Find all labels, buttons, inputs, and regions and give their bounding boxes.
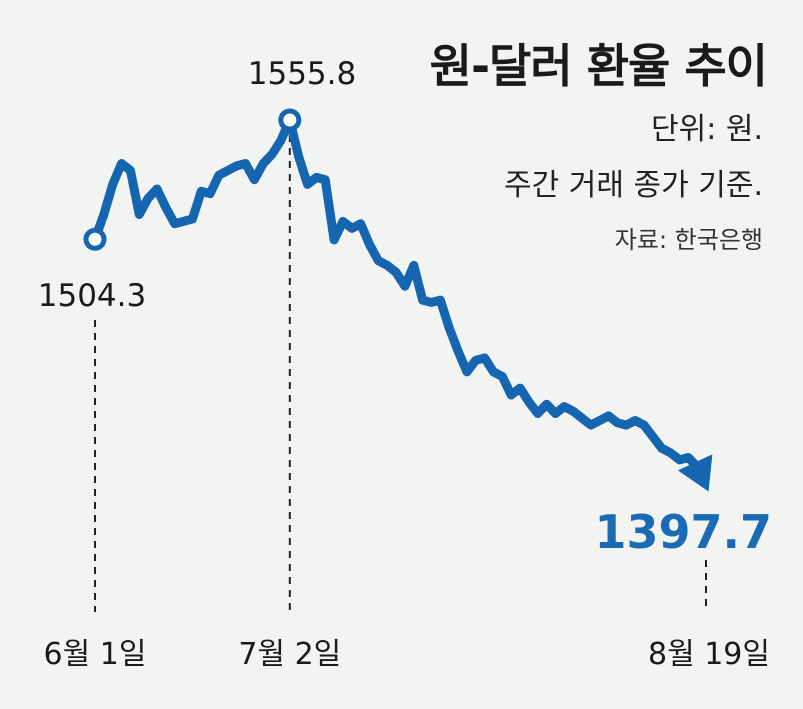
peak-point-marker: [278, 108, 302, 132]
end-value-label: 1397.7: [594, 505, 772, 559]
start-value-label: 1504.3: [38, 278, 146, 314]
source-note: 자료: 한국은행: [614, 226, 763, 254]
series-line: [90, 115, 703, 475]
basis-note: 주간 거래 종가 기준.: [504, 168, 763, 203]
peak-value-label: 1555.8: [248, 56, 356, 92]
x-tick-label: 7월 2일: [238, 637, 341, 672]
start-point-marker: [83, 227, 107, 251]
unit-note: 단위: 원.: [651, 112, 763, 147]
chart-title: 원-달러 환율 추이: [429, 39, 768, 93]
end-arrow-marker: [677, 454, 713, 492]
x-tick-label: 8월 19일: [648, 637, 770, 672]
x-tick-label: 6월 1일: [44, 637, 147, 672]
